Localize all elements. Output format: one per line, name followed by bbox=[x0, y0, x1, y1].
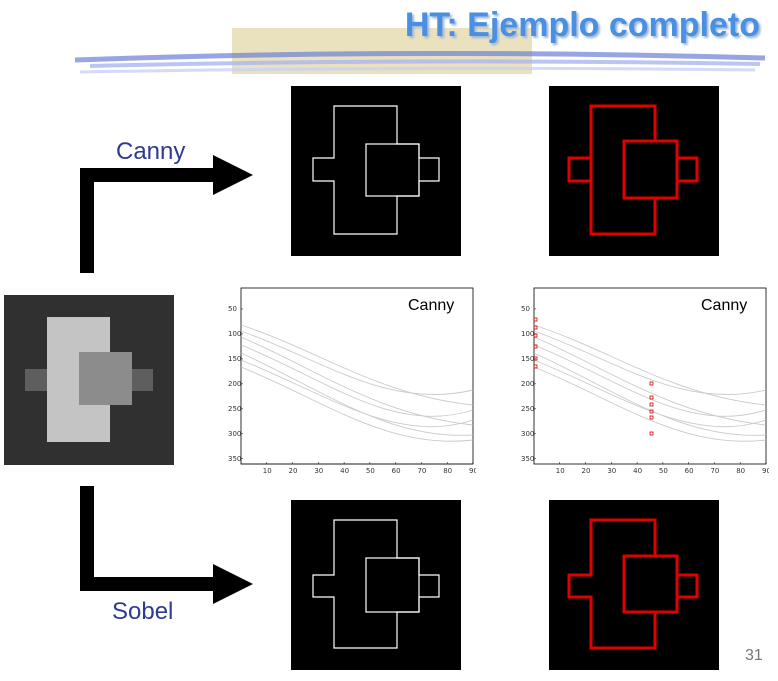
y-tick-label: 300 bbox=[228, 430, 241, 438]
canny-arrow bbox=[80, 155, 253, 273]
x-tick-label: 50 bbox=[366, 467, 375, 475]
x-tick-label: 40 bbox=[633, 467, 642, 475]
sobel-label: Sobel bbox=[112, 598, 174, 625]
plot-2-xticks: 10 20 30 40 50 60 70 80 90 bbox=[556, 462, 769, 475]
slide-title: HT: Ejemplo completo bbox=[404, 6, 760, 44]
x-tick-label: 90 bbox=[762, 467, 769, 475]
x-tick-label: 30 bbox=[314, 467, 323, 475]
y-tick-label: 100 bbox=[521, 330, 534, 338]
y-tick-label: 150 bbox=[228, 355, 241, 363]
sobel-arrow bbox=[80, 486, 253, 604]
title-background-graphic bbox=[232, 28, 532, 74]
x-tick-label: 10 bbox=[556, 467, 565, 475]
title-swoosh bbox=[74, 28, 766, 74]
y-tick-label: 50 bbox=[228, 305, 237, 313]
plot-1-xticks: 10 20 30 40 50 60 70 80 90 bbox=[263, 462, 476, 475]
x-tick-label: 60 bbox=[685, 467, 694, 475]
page-number: 31 bbox=[745, 647, 763, 664]
canny-lines-image bbox=[549, 86, 719, 256]
sobel-lines-image bbox=[549, 500, 719, 670]
plot-2-title: Canny bbox=[701, 297, 747, 314]
peak-markers bbox=[533, 317, 654, 436]
plot-2-yticks: 50 100 150 200 250 300 350 bbox=[521, 305, 536, 463]
y-tick-label: 350 bbox=[521, 455, 534, 463]
swoosh-line-2 bbox=[89, 59, 761, 68]
plot-1-yticks: 50 100 150 200 250 300 350 bbox=[228, 305, 243, 463]
y-tick-label: 150 bbox=[521, 355, 534, 363]
x-tick-label: 60 bbox=[392, 467, 401, 475]
y-tick-label: 100 bbox=[228, 330, 241, 338]
y-tick-label: 350 bbox=[228, 455, 241, 463]
x-tick-label: 20 bbox=[289, 467, 298, 475]
x-tick-label: 40 bbox=[340, 467, 349, 475]
x-tick-label: 50 bbox=[659, 467, 668, 475]
sobel-edge-image bbox=[291, 500, 461, 670]
y-tick-label: 50 bbox=[521, 305, 530, 313]
x-tick-label: 20 bbox=[582, 467, 591, 475]
swoosh-line-3 bbox=[79, 66, 756, 74]
original-image bbox=[4, 295, 174, 465]
canny-label: Canny bbox=[116, 138, 186, 165]
x-tick-label: 80 bbox=[443, 467, 452, 475]
x-tick-label: 80 bbox=[736, 467, 745, 475]
x-tick-label: 70 bbox=[710, 467, 719, 475]
plot-1-title: Canny bbox=[408, 297, 454, 314]
x-tick-label: 30 bbox=[607, 467, 616, 475]
hough-plot-1: Canny 10 20 30 40 50 60 70 80 90 50 100 150 200 250 3… bbox=[228, 287, 476, 475]
canny-edge-image bbox=[291, 86, 461, 256]
y-tick-label: 250 bbox=[228, 405, 241, 413]
x-tick-label: 90 bbox=[469, 467, 476, 475]
y-tick-label: 250 bbox=[521, 405, 534, 413]
x-tick-label: 70 bbox=[417, 467, 426, 475]
y-tick-label: 200 bbox=[521, 380, 534, 388]
y-tick-label: 300 bbox=[521, 430, 534, 438]
hough-plot-2: Canny 10 20 30 40 50 60 70 80 90 50 100 150 200 250 3… bbox=[521, 287, 769, 475]
swoosh-line-1 bbox=[74, 50, 766, 63]
x-tick-label: 10 bbox=[263, 467, 272, 475]
y-tick-label: 200 bbox=[228, 380, 241, 388]
